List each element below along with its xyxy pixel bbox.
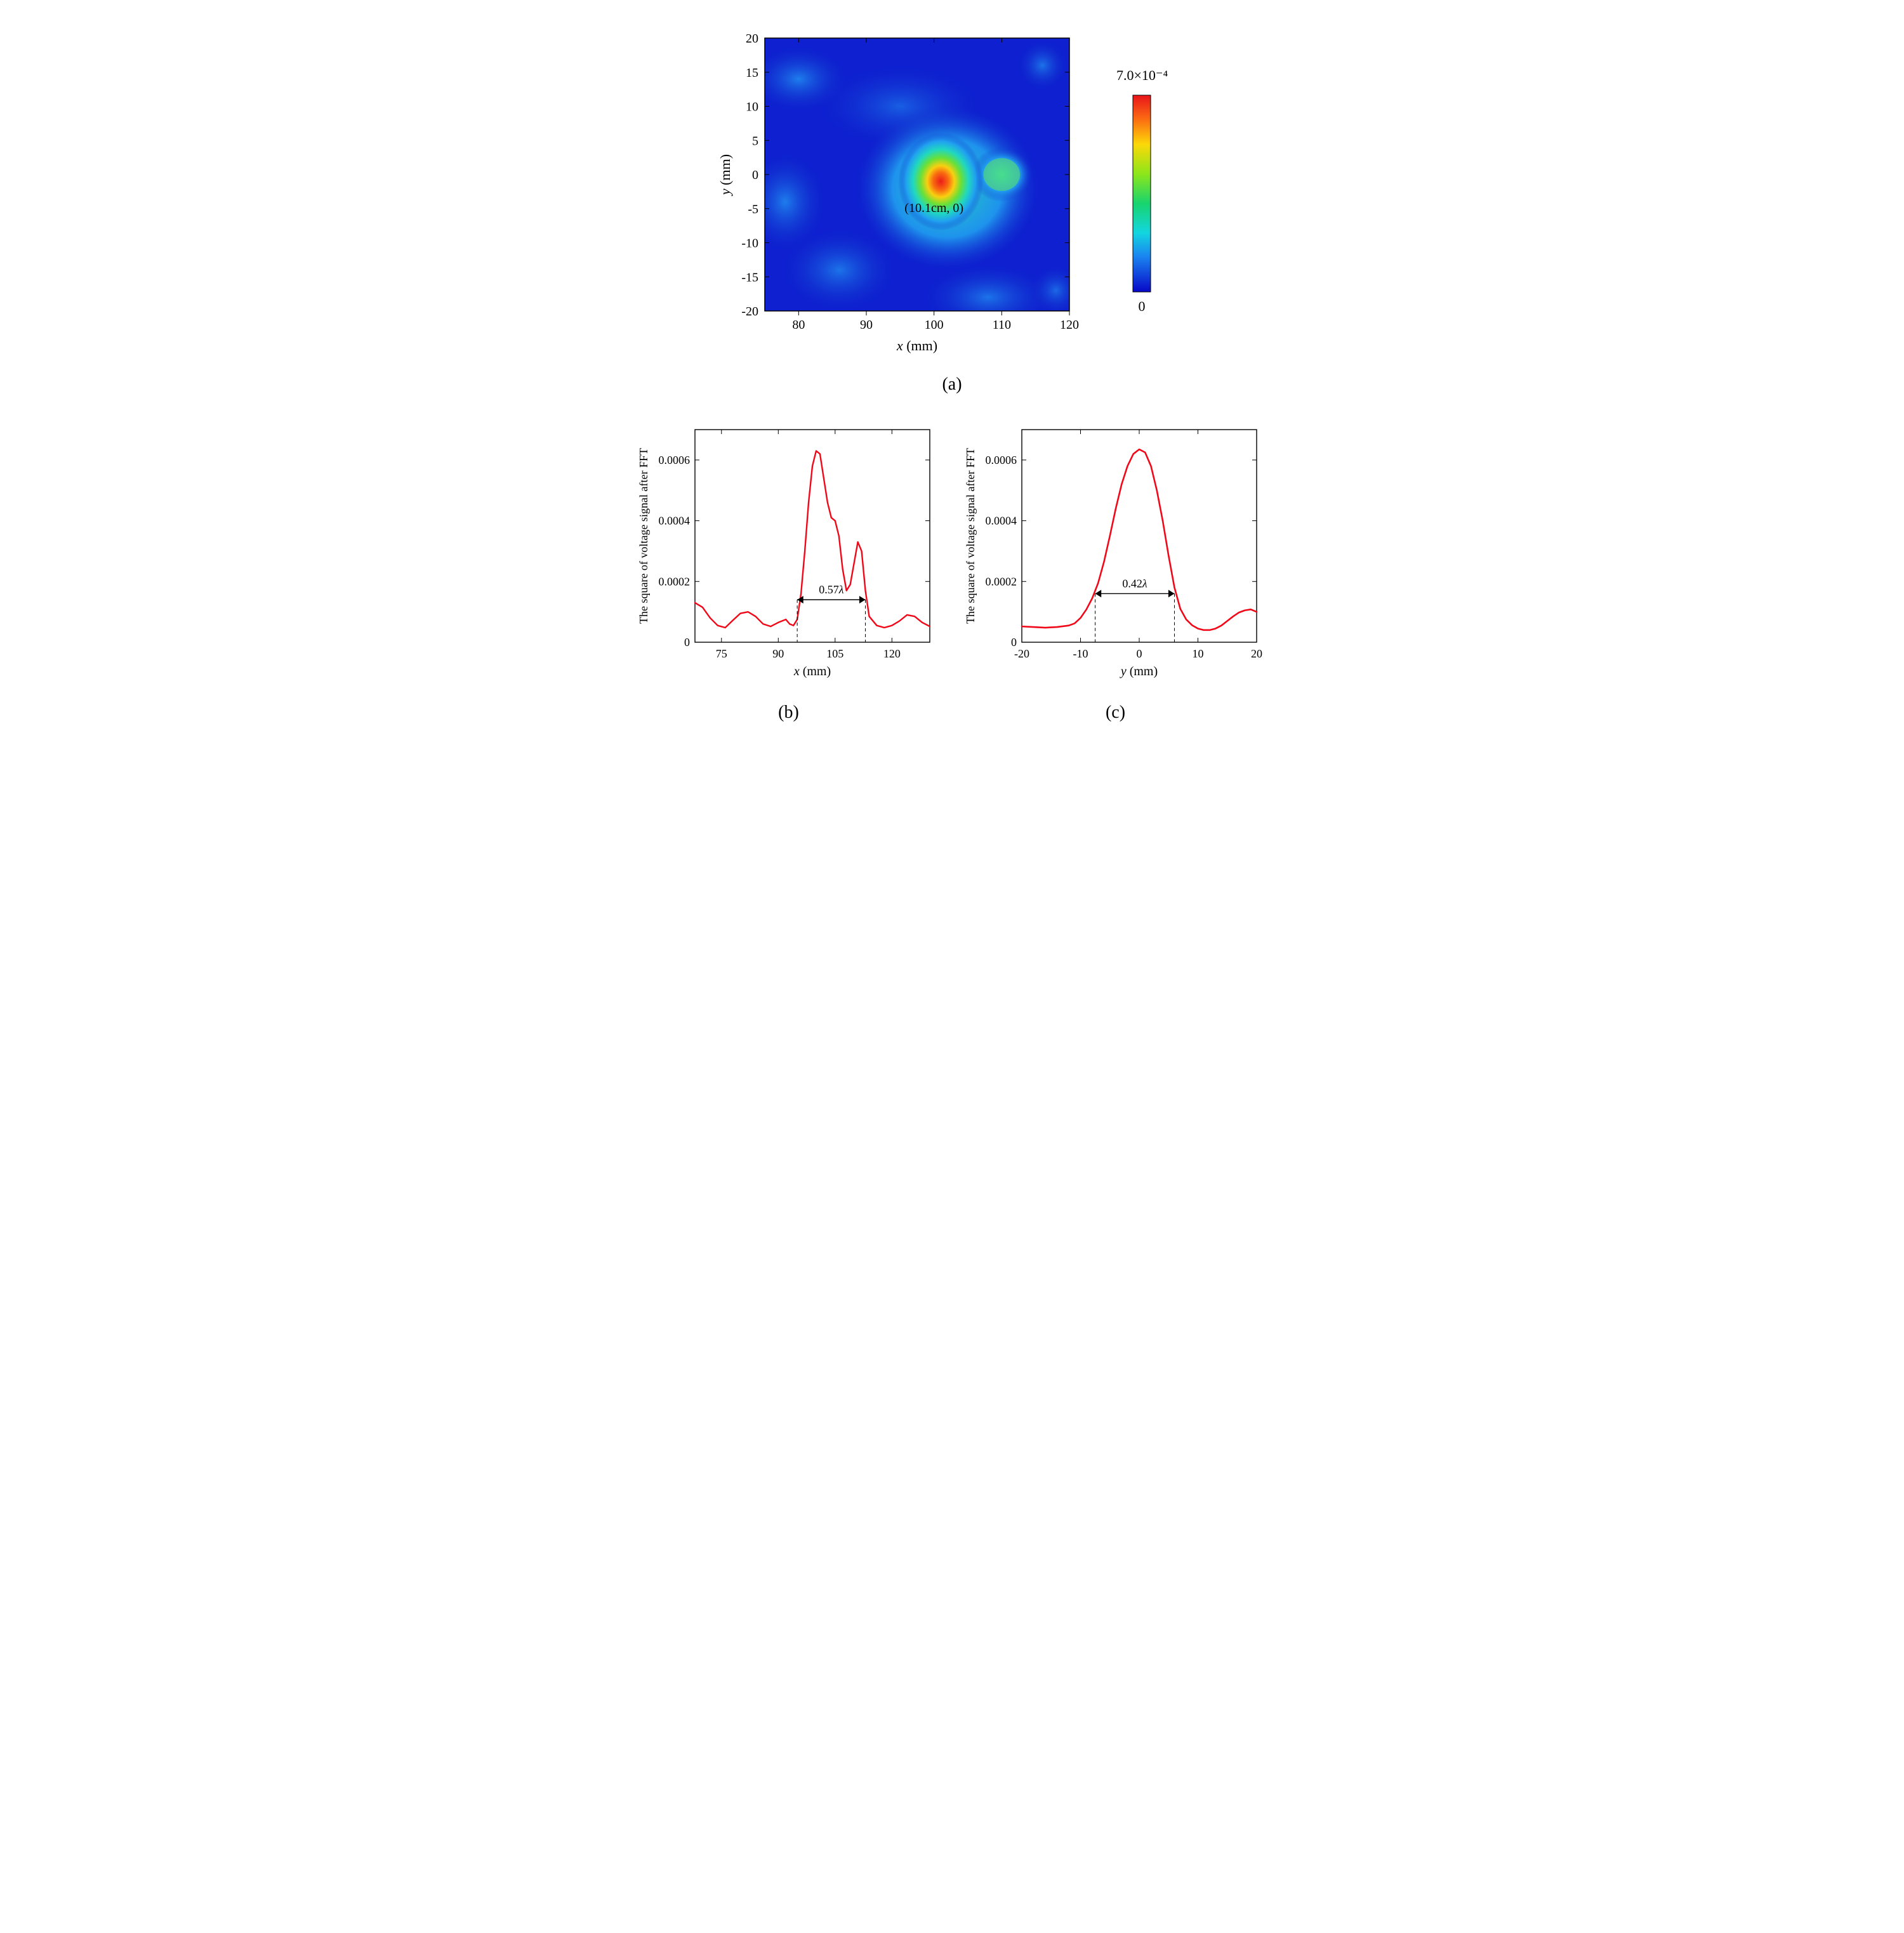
svg-text:0: 0: [1011, 636, 1017, 649]
svg-text:0.0004: 0.0004: [986, 515, 1017, 527]
svg-text:105: 105: [826, 647, 843, 660]
svg-text:y (mm): y (mm): [717, 154, 733, 196]
svg-text:100: 100: [925, 318, 944, 332]
heatmap-plot: 80 90 100 110 120 -20 -15 -10 -5 0 5 10 15 20 x (mm) y …: [701, 25, 1082, 362]
line-plot-y: -20 -10 0 10 20 0 0.0002 0.0004 0.0006 y (mm) The …: [962, 420, 1266, 687]
svg-text:0: 0: [1137, 647, 1142, 660]
svg-text:90: 90: [860, 318, 873, 332]
svg-text:(10.1cm, 0): (10.1cm, 0): [904, 201, 963, 215]
svg-text:-10: -10: [741, 237, 758, 251]
svg-text:15: 15: [746, 66, 758, 80]
svg-text:7.0×10⁻⁴: 7.0×10⁻⁴: [1116, 67, 1168, 83]
caption-a: (a): [635, 374, 1269, 395]
svg-text:90: 90: [772, 647, 784, 660]
svg-text:x (mm): x (mm): [896, 338, 937, 353]
svg-text:0: 0: [684, 636, 690, 649]
svg-text:10: 10: [1193, 647, 1204, 660]
svg-text:-15: -15: [741, 270, 758, 284]
panel-a-row: 80 90 100 110 120 -20 -15 -10 -5 0 5 10 15 20 x (mm) y …: [635, 25, 1269, 362]
panel-bc-row: 75 90 105 120 0 0.0002 0.0004 0.0006 x (mm) The s…: [635, 420, 1269, 748]
svg-text:10: 10: [746, 100, 758, 114]
svg-text:20: 20: [1251, 647, 1262, 660]
svg-text:-5: -5: [748, 202, 758, 216]
svg-text:The square of voltage signal a: The square of voltage signal after FFT: [964, 448, 977, 624]
figure-container: 8090100110120-20-15-10-505101520x (mm)y …: [635, 25, 1269, 748]
svg-text:x (mm): x (mm): [793, 664, 831, 678]
svg-text:0.0002: 0.0002: [986, 575, 1017, 588]
svg-text:80: 80: [792, 318, 805, 332]
svg-text:0.57λ: 0.57λ: [819, 583, 844, 596]
svg-text:0.0004: 0.0004: [659, 515, 691, 527]
svg-text:75: 75: [716, 647, 727, 660]
svg-text:120: 120: [1060, 318, 1079, 332]
svg-text:120: 120: [883, 647, 901, 660]
svg-text:y (mm): y (mm): [1120, 664, 1158, 678]
svg-text:20: 20: [746, 32, 758, 46]
svg-text:0.42λ: 0.42λ: [1122, 577, 1147, 590]
panel-c: -20 -10 0 10 20 0 0.0002 0.0004 0.0006 y (mm) The …: [962, 420, 1269, 748]
svg-text:0.0006: 0.0006: [986, 454, 1017, 466]
svg-text:-10: -10: [1073, 647, 1088, 660]
svg-text:-20: -20: [741, 305, 758, 319]
colorbar: 7.0×10⁻⁴ 0: [1107, 57, 1203, 330]
svg-text:0.0006: 0.0006: [659, 454, 691, 466]
svg-text:-20: -20: [1014, 647, 1029, 660]
caption-c: (c): [962, 703, 1269, 723]
svg-text:0: 0: [752, 168, 758, 182]
line-plot-x: 75 90 105 120 0 0.0002 0.0004 0.0006 x (mm) The s…: [635, 420, 939, 687]
panel-b: 75 90 105 120 0 0.0002 0.0004 0.0006 x (mm) The s…: [635, 420, 942, 748]
caption-b: (b): [635, 703, 942, 723]
svg-text:0.0002: 0.0002: [659, 575, 691, 588]
svg-text:5: 5: [752, 134, 758, 148]
svg-text:110: 110: [993, 318, 1011, 332]
svg-text:0: 0: [1139, 298, 1146, 314]
svg-text:The square of voltage signal a: The square of voltage signal after FFT: [637, 448, 650, 624]
